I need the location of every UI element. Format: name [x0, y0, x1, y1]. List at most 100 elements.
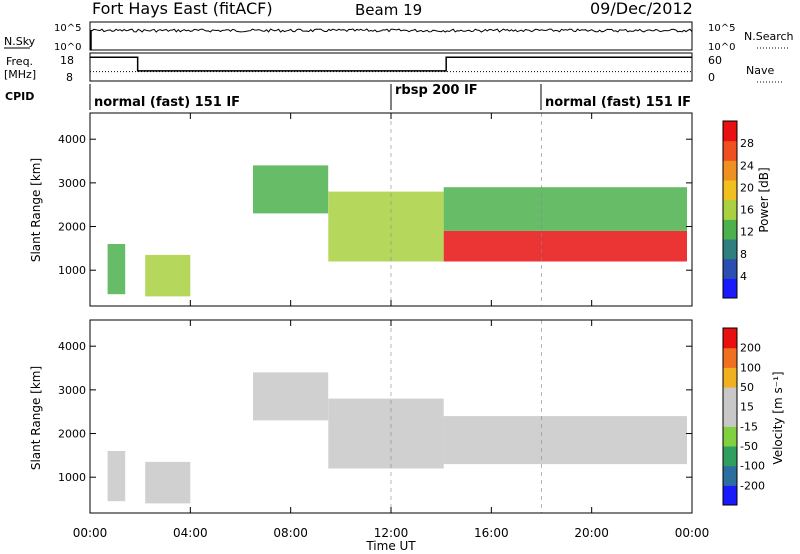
- freq-tick-18: 18: [60, 54, 74, 67]
- cpid-segment-2: rbsp 200 IF: [395, 83, 478, 98]
- sky-right-tick-top: 10^5: [708, 23, 735, 34]
- x-tick-label: 20:00: [574, 526, 609, 540]
- x-tick-label: 00:00: [675, 526, 710, 540]
- velocity-y-axis-label: Slant Range [km]: [29, 366, 43, 470]
- velocity-colorbar: 200 100 50 15 -15 -50 -100 -200: [722, 327, 765, 506]
- power-echo-region: [253, 165, 329, 214]
- power-colorbar-label: Power [dB]: [757, 167, 771, 232]
- power-colorbar-swatch: [723, 160, 737, 181]
- sky-panel-frame: [89, 21, 693, 51]
- velocity-colorbar-tick: -200: [740, 479, 765, 492]
- power-colorbar-tick: 28: [740, 137, 754, 150]
- power-colorbar-swatch: [723, 121, 737, 142]
- velocity-echo-region: [328, 398, 444, 469]
- power-colorbar-tick: 4: [740, 270, 747, 283]
- power-y-axis-label: Slant Range [km]: [29, 158, 43, 262]
- velocity-colorbar-label: Velocity [m s⁻¹]: [771, 371, 785, 464]
- power-colorbar-tick: 16: [740, 204, 754, 217]
- power-colorbar: 4 8 12 16 20 24 28: [722, 120, 754, 299]
- power-colorbar-tick: 8: [740, 248, 747, 261]
- velocity-colorbar-swatch: [723, 328, 737, 349]
- x-tick-label: 08:00: [273, 526, 308, 540]
- cpid-label: CPID: [5, 90, 34, 103]
- power-colorbar-swatch: [723, 180, 737, 201]
- velocity-colorbar-swatch: [723, 426, 737, 447]
- date-label: 09/Dec/2012: [590, 0, 693, 18]
- freq-line: [90, 56, 692, 72]
- x-tick-label: 16:00: [474, 526, 509, 540]
- velocity-heatmap: [107, 320, 687, 513]
- velocity-y-tick-label: 3000: [58, 384, 86, 397]
- nsky-trace: [89, 28, 693, 50]
- power-y-tick-label: 1000: [58, 264, 86, 277]
- velocity-echo-region: [145, 461, 191, 504]
- x-axis-label: Time UT: [365, 539, 416, 553]
- velocity-colorbar-tick: 50: [740, 381, 754, 394]
- freq-tick-8: 8: [66, 71, 73, 84]
- x-tick-label: 04:00: [173, 526, 208, 540]
- velocity-colorbar-tick: 200: [740, 342, 761, 355]
- velocity-echo-region: [443, 416, 687, 465]
- velocity-colorbar-swatch: [723, 485, 737, 506]
- freq-label: Freq.: [6, 55, 33, 68]
- power-colorbar-swatch: [723, 140, 737, 161]
- power-colorbar-swatch: [723, 258, 737, 279]
- velocity-y-tick-label: 4000: [58, 340, 86, 353]
- velocity-echo-region: [253, 372, 329, 421]
- power-colorbar-swatch: [723, 278, 737, 299]
- velocity-colorbar-swatch: [723, 406, 737, 427]
- power-echo-region: [328, 191, 444, 262]
- velocity-y-tick-label: 1000: [58, 471, 86, 484]
- freq-unit-label: [MHz]: [4, 68, 36, 81]
- power-colorbar-tick: 12: [740, 226, 754, 239]
- velocity-y-ticks: 1000 2000 3000 4000: [58, 340, 692, 484]
- nave-label: Nave: [746, 64, 774, 77]
- cpid-segment-1: normal (fast) 151 IF: [94, 95, 240, 110]
- velocity-echo-region: [107, 451, 126, 502]
- power-heatmap: [107, 113, 687, 306]
- x-tick-label: 00:00: [73, 526, 108, 540]
- power-echo-region: [443, 187, 687, 231]
- velocity-colorbar-swatch: [723, 465, 737, 486]
- sky-left-tick-top: 10^5: [54, 23, 81, 34]
- time-x-ticks: 00:00 04:00 08:00 12:00 16:00 20:00 00:00: [73, 113, 710, 540]
- power-colorbar-frame: [722, 120, 738, 299]
- freq-trace: [90, 56, 692, 73]
- power-echo-region: [443, 230, 687, 262]
- nsearch-label: N.Search: [744, 30, 794, 43]
- x-tick-label: 12:00: [374, 526, 409, 540]
- power-y-tick-label: 4000: [58, 133, 86, 146]
- power-colorbar-swatch: [723, 239, 737, 260]
- power-colorbar-swatch: [723, 199, 737, 220]
- power-echo-region: [145, 254, 191, 297]
- plot-title: Fort Hays East (fitACF): [92, 0, 273, 18]
- velocity-colorbar-swatch: [723, 347, 737, 368]
- velocity-colorbar-tick: -100: [740, 460, 765, 473]
- power-echo-region: [107, 244, 126, 295]
- velocity-y-tick-label: 2000: [58, 428, 86, 441]
- power-colorbar-tick: 20: [740, 181, 754, 194]
- cpid-segment-3: normal (fast) 151 IF: [545, 95, 691, 110]
- velocity-colorbar-swatch: [723, 387, 737, 408]
- velocity-colorbar-frame: [722, 327, 738, 506]
- nave-tick-60: 60: [708, 54, 722, 67]
- power-y-ticks: 1000 2000 3000 4000: [58, 133, 692, 277]
- velocity-colorbar-swatch: [723, 367, 737, 388]
- power-colorbar-swatch: [723, 219, 737, 240]
- velocity-colorbar-swatch: [723, 446, 737, 467]
- power-y-tick-label: 2000: [58, 221, 86, 234]
- sky-left-tick-bottom: 10^0: [54, 42, 81, 53]
- freq-panel-frame: [89, 52, 693, 82]
- power-y-tick-label: 3000: [58, 177, 86, 190]
- sky-right-tick-bottom: 10^0: [708, 42, 735, 53]
- nsky-label: N.Sky: [4, 35, 36, 48]
- nave-tick-0: 0: [708, 71, 715, 84]
- nsky-line: [89, 28, 693, 33]
- velocity-colorbar-tick: 15: [740, 401, 754, 414]
- velocity-colorbar-tick: -50: [740, 440, 758, 453]
- velocity-colorbar-tick: -15: [740, 420, 758, 433]
- beam-label: Beam 19: [355, 1, 422, 19]
- velocity-colorbar-tick: 100: [740, 361, 761, 374]
- power-colorbar-tick: 24: [740, 159, 754, 172]
